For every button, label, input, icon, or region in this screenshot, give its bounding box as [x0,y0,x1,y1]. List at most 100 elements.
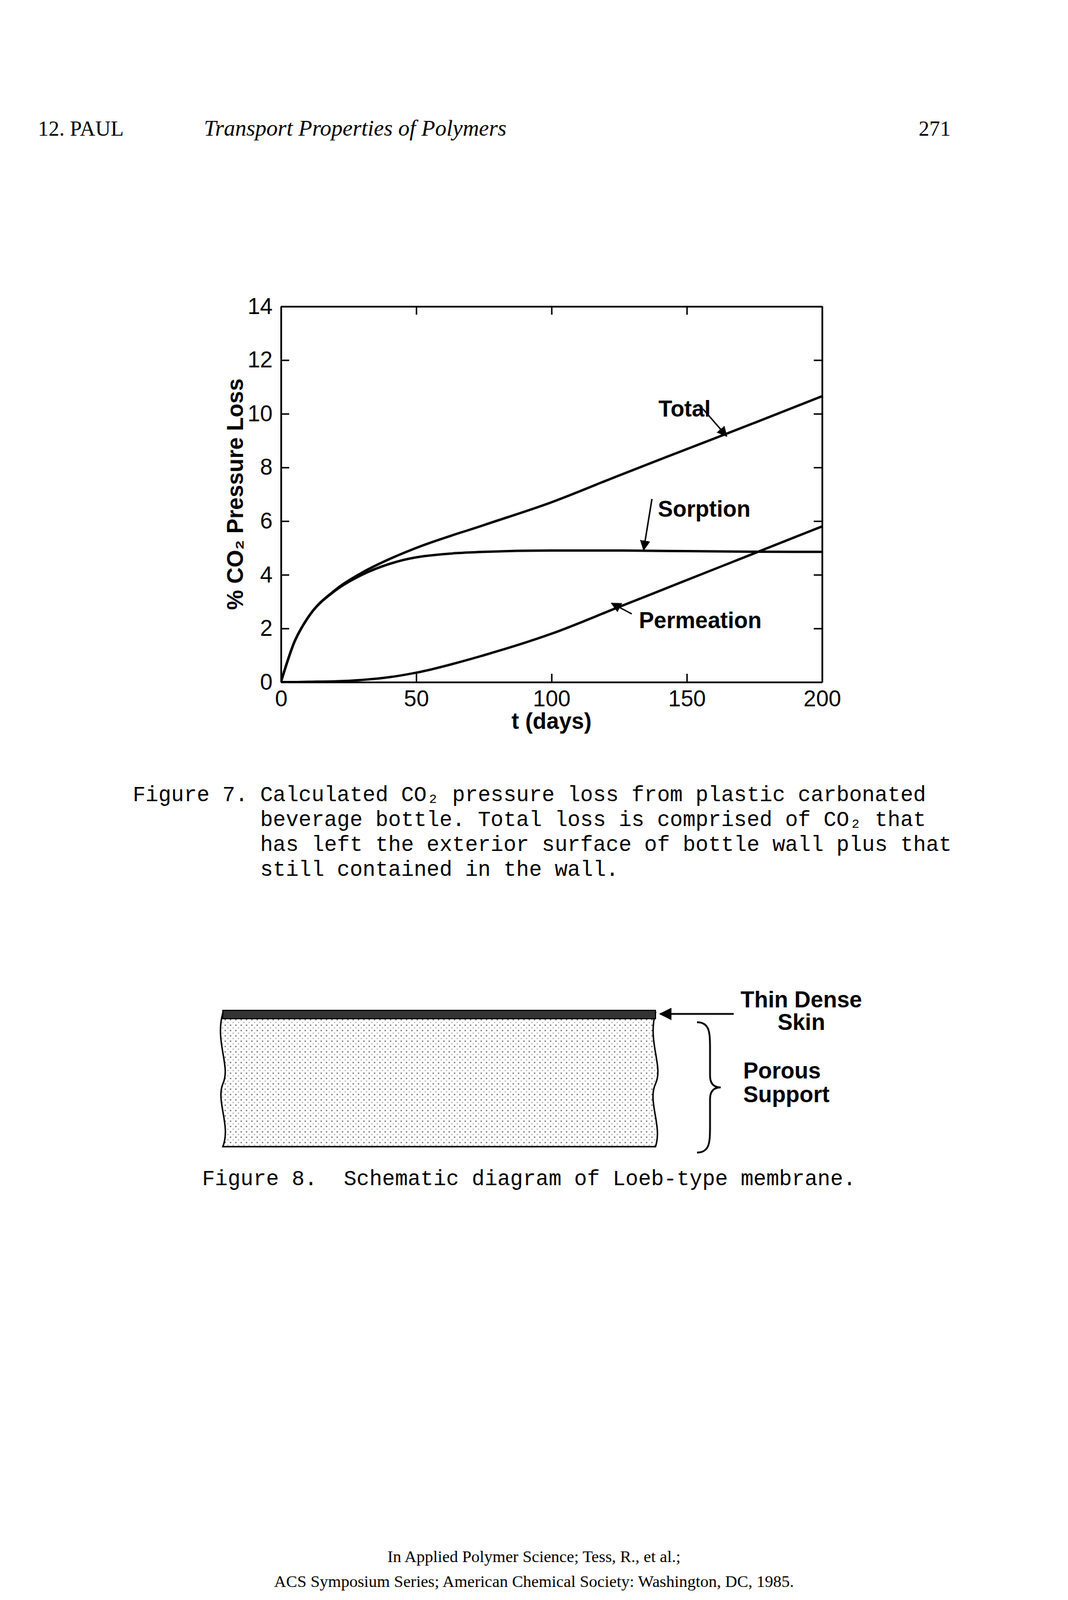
chart: 0 50 100 150 200 0 2 4 6 8 10 12 14 t (days) % CO₂ Pre… [222,293,842,734]
tick-label: 0 [275,686,288,712]
footer-line: ACS Symposium Series; American Chemical … [274,1572,795,1591]
tick-label: 4 [260,562,273,588]
series-label: Sorption [657,496,751,522]
series-line [280,550,823,683]
tick-label: 14 [247,293,273,319]
tick [813,360,823,361]
series-labels: Total Sorption Permeation [611,396,762,633]
page-footer: In Applied Polymer Science; Tess, R., et… [274,1547,795,1591]
page-header: 12. PAUL Transport Properties of Polymers… [37,115,951,141]
tick-label: 8 [260,454,273,480]
series-label: Total [658,396,711,422]
tick [813,520,823,522]
tick-mark [280,574,290,577]
x-axis-title: t (days) [511,708,592,734]
tick [416,306,417,315]
tick: 12 [247,347,290,373]
tick-mark [686,306,689,315]
caption-label: Figure 7. [132,783,248,808]
page: 12. PAUL Transport Properties of Polymers… [0,0,1068,1600]
footer-line: In Applied Polymer Science; Tess, R., et… [387,1547,681,1566]
caption-line: still contained in the wall. [260,858,619,883]
tick [813,306,823,308]
tick-mark [280,359,290,362]
page-number: 271 [918,116,951,141]
caption-line: Schematic diagram of Loeb-type membrane. [343,1167,856,1192]
brace [696,1022,721,1153]
y-axis: 0 2 4 6 8 10 12 14 [247,293,290,695]
tick [813,682,823,683]
skin-label: Thin Dense [740,987,863,1013]
tick-label: 2 [260,615,273,641]
figure8-caption: Figure 8. Schematic diagram of Loeb-type … [202,1167,856,1192]
tick [280,306,282,315]
axis-line [280,307,283,683]
y-axis-title: % CO₂ Pressure Loss [222,378,248,611]
figure7-caption: Figure 7. Calculated CO₂ pressure loss fr… [132,783,952,883]
label-leader [611,603,632,615]
tick: 6 [260,508,290,534]
tick-mark [813,413,823,415]
caption-line: beverage bottle. Total loss is comprised… [260,808,926,833]
tick-label: 150 [668,686,706,712]
tick-label: 50 [404,686,430,712]
tick-label: 200 [803,686,842,712]
tick: 150 [668,673,706,712]
label-leader [643,499,652,551]
caption-label: Figure 8. [202,1167,318,1192]
tick [813,413,823,415]
tick-mark [813,628,823,631]
tick-mark [813,467,823,469]
plot-lines [280,396,823,683]
series-label: Permeation [638,608,762,633]
skin-arrow [660,1013,734,1016]
tick: 50 [404,673,430,712]
x-axis-top [281,306,823,315]
tick-mark [813,681,823,684]
tick: 10 [247,401,290,427]
dense-skin [222,1010,656,1019]
tick-label: 0 [260,669,273,695]
running-title: Transport Properties of Polymers [203,115,507,141]
tick: 8 [260,454,290,480]
tick-mark [551,673,553,683]
tick-mark [686,673,689,683]
tick-mark [813,574,823,577]
caption-line: has left the exterior surface of bottle … [260,833,952,858]
series-line [280,396,823,683]
tick-mark [416,306,418,315]
tick-label: 100 [532,686,571,712]
tick-mark [813,305,823,308]
tick-label: 10 [247,401,273,427]
chapter-label: 12. PAUL [37,116,124,141]
series-line [280,526,823,683]
figure8: Thin DenseSkin PorousSupport [220,987,862,1153]
tick [551,306,553,315]
tick-mark [551,306,553,315]
tick-label: 6 [260,508,273,534]
tick-mark [416,673,418,683]
tick-mark [280,306,283,315]
tick [813,574,823,576]
tick: 2 [260,615,290,641]
tick [686,306,688,315]
skin-label: Skin [777,1009,826,1035]
background [0,0,1068,1600]
tick-mark [280,413,290,415]
support-label: Porous [743,1058,821,1084]
tick [813,467,823,469]
caption-line: Calculated CO₂ pressure loss from plasti… [260,783,926,808]
tick [813,628,823,629]
axis-line [821,307,824,683]
porous-support [220,1012,658,1147]
tick-mark [280,520,290,523]
support-label: Support [743,1082,830,1108]
tick-mark [813,359,823,362]
tick-mark [813,520,823,523]
tick: 100 [532,673,571,712]
tick-label: 12 [247,347,273,373]
tick-mark [280,467,290,469]
tick: 4 [260,562,290,588]
y-axis-right [813,307,823,683]
tick-mark [280,628,290,631]
